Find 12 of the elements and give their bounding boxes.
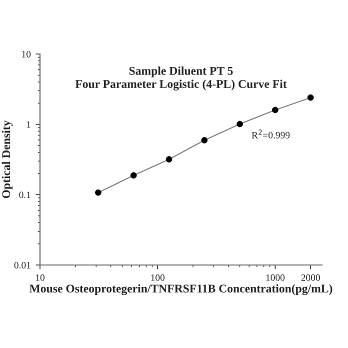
y-tick-label: 0.01	[14, 262, 30, 269]
annotation: R$^{2}$=0.999	[252, 130, 290, 138]
y-axis-title: Optical Density	[2, 120, 13, 198]
y-tick-label: 0.1	[19, 192, 30, 198]
x-tick-label: 10	[36, 274, 44, 281]
x-axis-title: Mouse Osteoprotegerin/TNFRSF11B Concentration(pg/mL)	[29, 284, 332, 296]
y-tick-label: 10	[22, 50, 31, 58]
x-tick-label: 100	[151, 274, 165, 281]
y-tick-label: 1	[26, 121, 30, 128]
x-tick-label: 1000	[266, 274, 285, 281]
text: Sample Diluent PT 5 Four Parameter Logistic (4-PL) Curve Fit	[75, 66, 287, 90]
x-tick-label: 2000	[301, 274, 320, 281]
